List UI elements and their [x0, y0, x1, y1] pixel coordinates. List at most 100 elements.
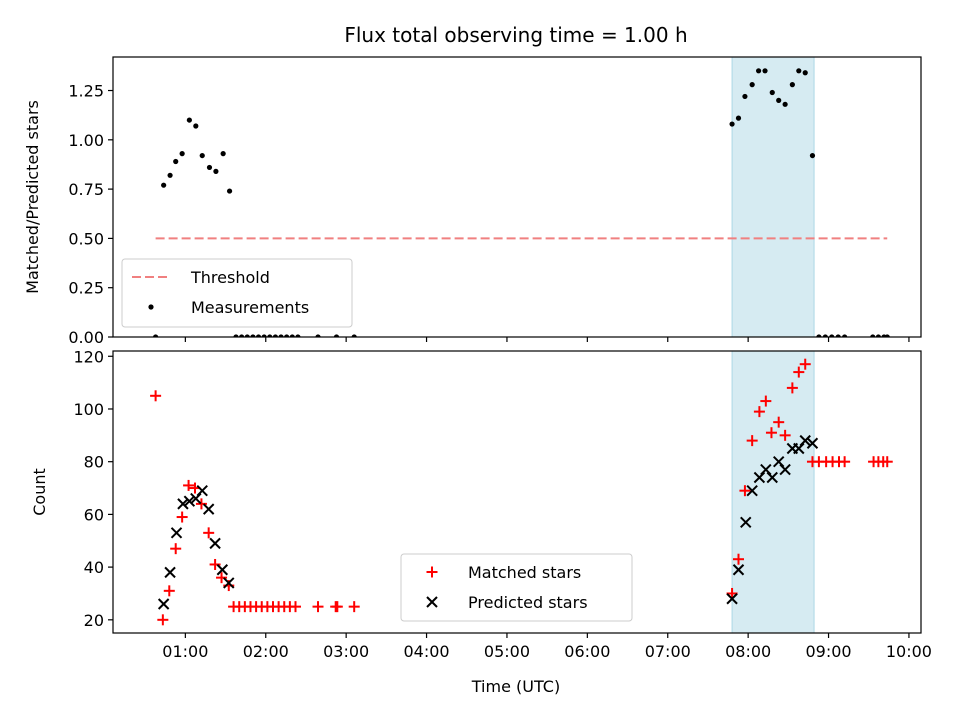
y-tick-label: 60	[84, 505, 104, 524]
measurement-point	[835, 334, 841, 337]
x-tick-label: 09:00	[805, 642, 851, 661]
measurement-point	[244, 334, 250, 337]
measurement-point	[206, 164, 213, 171]
matched-star-point	[746, 435, 758, 447]
y-tick-label: 1.00	[68, 131, 104, 150]
predicted-star-point	[216, 564, 229, 576]
measurement-point	[742, 93, 748, 100]
highlight-span	[731, 56, 815, 338]
legend-matched-swatch	[426, 566, 438, 578]
matched-star-point	[348, 601, 360, 613]
matched-star-point	[183, 479, 195, 491]
measurement-point	[315, 334, 321, 337]
predicted-star-point	[806, 437, 819, 449]
top-axes: 0.00 0.25 0.50 0.75 1.00 1.25 Matched/Predicte…	[23, 56, 922, 347]
matched-star-point	[176, 511, 188, 523]
y-tick-label: 80	[84, 453, 104, 472]
predicted-star-point	[732, 564, 745, 576]
measurement-point	[789, 82, 795, 88]
legend-predicted-swatch	[426, 596, 438, 608]
matched-star-point	[786, 382, 798, 394]
matched-star-point	[195, 498, 207, 510]
legend-matched-label: Matched stars	[468, 563, 581, 582]
matched-star-point	[331, 601, 343, 613]
axes-frame	[112, 56, 922, 338]
measurement-point	[167, 172, 173, 178]
measurement-point	[199, 152, 205, 159]
matched-star-point	[290, 601, 302, 613]
legend-frame	[400, 553, 633, 622]
x-tick-label: 08:00	[725, 642, 771, 661]
measurement-point	[796, 68, 802, 74]
predicted-star-point	[196, 484, 208, 497]
predicted-star-point	[209, 537, 221, 550]
measurement-point	[239, 334, 245, 337]
predicted-star-point	[202, 503, 215, 515]
matched-star-point	[753, 406, 765, 418]
legend-predicted-label: Predicted stars	[468, 593, 588, 612]
measurement-point	[186, 117, 192, 123]
matched-star-point	[150, 390, 162, 402]
predicted-star-point	[223, 577, 235, 589]
predicted-star-point	[779, 463, 791, 476]
predicted-star-point	[740, 516, 752, 529]
predicted-star-point	[772, 455, 785, 468]
measurement-point	[289, 334, 295, 337]
measurement-point	[220, 151, 226, 157]
matched-star-point	[203, 527, 215, 539]
measurement-point	[272, 334, 279, 337]
predicted-star-point	[177, 498, 189, 510]
measurement-point	[153, 334, 159, 337]
x-tick-label: 05:00	[484, 642, 530, 661]
measurement-point	[295, 334, 301, 337]
predicted-star-point	[799, 434, 811, 447]
measurement-point	[735, 115, 742, 121]
y-tick-label: 0.00	[68, 328, 104, 347]
measurement-point	[776, 97, 782, 103]
matched-star-point	[312, 601, 324, 613]
predicted-star-point	[746, 484, 758, 497]
matched-star-point	[760, 395, 772, 407]
predicted-star-point	[766, 471, 778, 484]
predicted-star-point	[726, 593, 738, 605]
predicted-star-point	[753, 471, 766, 484]
x-tick-label: 02:00	[243, 642, 289, 661]
legend-threshold-label: Threshold	[190, 268, 270, 287]
y-tick-label: 1.25	[68, 82, 104, 101]
legend-measurements-label: Measurements	[191, 298, 309, 317]
x-tick-label: 01:00	[162, 642, 208, 661]
legend-bottom: Matched stars Predicted stars	[400, 553, 633, 622]
matched-star-point	[793, 366, 805, 378]
measurement-point	[755, 68, 762, 74]
y-axis-label: Matched/Predicted stars	[23, 100, 42, 294]
axes-frame	[112, 350, 922, 634]
x-tick-label: 10:00	[886, 642, 932, 661]
y-tick-label: 120	[73, 347, 104, 366]
matched-star-point	[779, 429, 791, 441]
measurement-point	[870, 334, 876, 337]
measurement-point	[173, 158, 179, 165]
predicted-star-point	[183, 495, 196, 507]
measurement-point	[351, 334, 357, 337]
measurement-point	[809, 152, 816, 159]
y-tick-label: 0.25	[68, 279, 104, 298]
measurement-point	[267, 334, 273, 337]
matched-star-point	[216, 572, 228, 584]
matched-star-point	[163, 585, 175, 597]
predicted-star-point	[793, 442, 805, 455]
plot-area	[153, 68, 890, 337]
chart-title: Flux total observing time = 1.00 h	[344, 23, 687, 47]
y-tick-label: 40	[84, 558, 104, 577]
measurement-point	[161, 182, 167, 188]
matched-star-point	[157, 614, 169, 626]
x-tick-label: 06:00	[564, 642, 610, 661]
measurement-point	[284, 334, 290, 337]
predicted-star-point	[190, 492, 202, 505]
matched-star-point	[799, 358, 811, 370]
measurement-point	[729, 121, 735, 127]
predicted-star-point	[760, 463, 772, 476]
predicted-star-point	[157, 598, 170, 610]
matched-star-point	[732, 553, 744, 565]
x-axis-label: Time (UTC)	[471, 677, 560, 696]
